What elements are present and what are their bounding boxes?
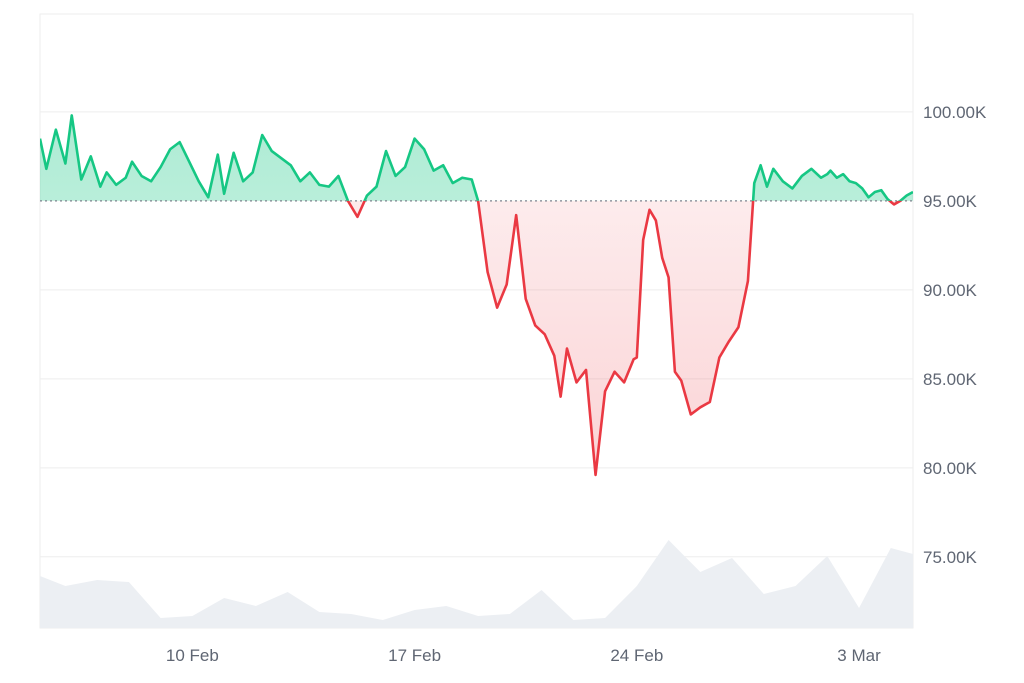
- x-tick-label: 17 Feb: [388, 646, 441, 665]
- y-tick-label: 95.00K: [923, 192, 978, 211]
- y-tick-label: 85.00K: [923, 370, 978, 389]
- x-axis: 10 Feb 17 Feb 24 Feb 3 Mar: [166, 646, 881, 665]
- plot-frame: [39, 13, 914, 629]
- line-layer: [40, 114, 913, 477]
- price-line-below: [346, 200, 903, 477]
- y-axis: 100.00K 95.00K 90.00K 85.00K 80.00K 75.00K: [923, 103, 987, 567]
- price-line-above: [40, 114, 913, 201]
- area-above-baseline: [40, 115, 913, 201]
- x-tick-label: 24 Feb: [610, 646, 663, 665]
- area-layer: [40, 115, 913, 475]
- volume-area: [40, 540, 913, 628]
- volume-layer: [40, 540, 913, 628]
- x-tick-label: 3 Mar: [837, 646, 881, 665]
- y-tick-label: 90.00K: [923, 281, 978, 300]
- y-tick-label: 75.00K: [923, 548, 978, 567]
- x-tick-label: 10 Feb: [166, 646, 219, 665]
- grid-layer: [39, 13, 914, 629]
- area-below-baseline: [40, 200, 913, 475]
- y-tick-label: 100.00K: [923, 103, 987, 122]
- y-tick-label: 80.00K: [923, 459, 978, 478]
